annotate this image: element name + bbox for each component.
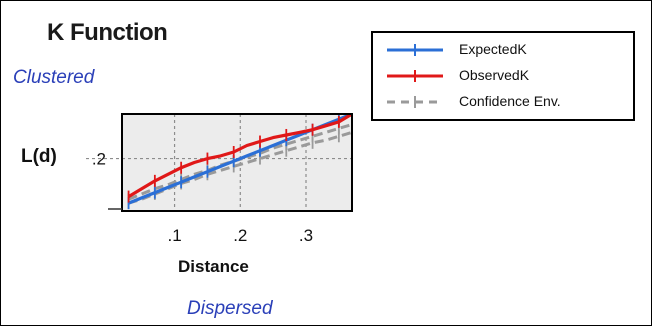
legend-item-observedk: ObservedK	[379, 65, 629, 87]
clustered-annotation: Clustered	[13, 67, 95, 88]
legend-label-expectedk: ExpectedK	[459, 41, 527, 57]
series-line-confidence-env-lower	[128, 130, 352, 205]
legend-label-confidence-env: Confidence Env.	[459, 93, 561, 109]
legend-label-observedk: ObservedK	[459, 67, 530, 83]
legend-item-expectedk: ExpectedK	[379, 39, 629, 61]
chart-title: K Function	[47, 19, 168, 46]
series-line-observedk	[127, 114, 352, 198]
plot-border	[121, 113, 353, 212]
y-axis-label: L(d)	[21, 146, 57, 167]
legend: ExpectedK ObservedK Confidence Env.	[371, 31, 635, 121]
x-axis-label: Distance	[178, 257, 249, 276]
dispersed-annotation: Dispersed	[187, 298, 273, 319]
legend-swatch-confidence-env	[387, 96, 443, 108]
y-tick-label: .2	[92, 150, 106, 169]
x-tick-label: .2	[233, 226, 247, 245]
x-tick-label: .3	[299, 226, 313, 245]
legend-item-confidence-env: Confidence Env.	[379, 91, 629, 113]
legend-swatch-expectedk	[387, 44, 443, 56]
x-tick-label: .1	[167, 226, 181, 245]
legend-swatch-observedk	[387, 70, 443, 82]
